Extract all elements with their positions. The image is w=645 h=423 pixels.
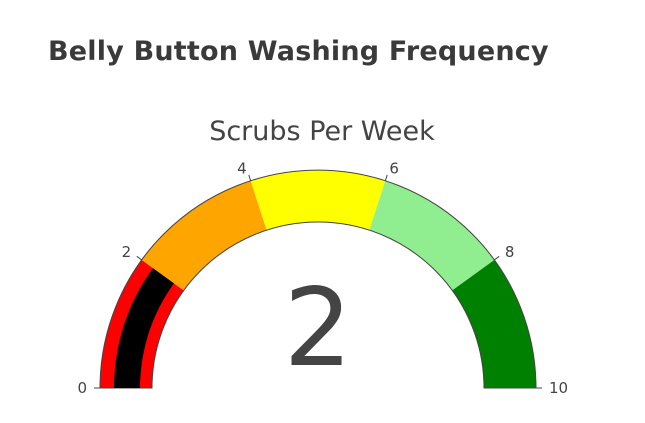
gauge-tick-2: [248, 174, 252, 181]
gauge-step-2: [250, 169, 386, 231]
gauge-value-number: 2: [284, 266, 353, 391]
gauge-step-1: [141, 180, 267, 291]
gauge-tick-1: [136, 255, 142, 261]
gauge-tick-label-0: 0: [77, 379, 87, 397]
gauge-step-3: [369, 180, 495, 291]
gauge-tick-label-2: 4: [237, 159, 247, 177]
gauge-tick-label-3: 6: [389, 159, 399, 177]
gauge-tick-4: [494, 255, 500, 261]
page-title: Belly Button Washing Frequency: [48, 36, 549, 67]
gauge-tick-label-4: 8: [505, 243, 515, 261]
gauge-title: Scrubs Per Week: [209, 116, 435, 147]
gauge-outline: [99, 169, 537, 389]
gauge-ticks: 0 2 4 6 8 10: [77, 159, 568, 397]
gauge-value-bar: [114, 268, 174, 388]
gauge-step-4: [452, 259, 536, 388]
gauge-tick-label-5: 10: [549, 379, 568, 397]
gauge-tick-3: [384, 174, 388, 181]
gauge-tick-label-1: 2: [122, 243, 132, 261]
gauge-value-fill: [114, 268, 174, 388]
